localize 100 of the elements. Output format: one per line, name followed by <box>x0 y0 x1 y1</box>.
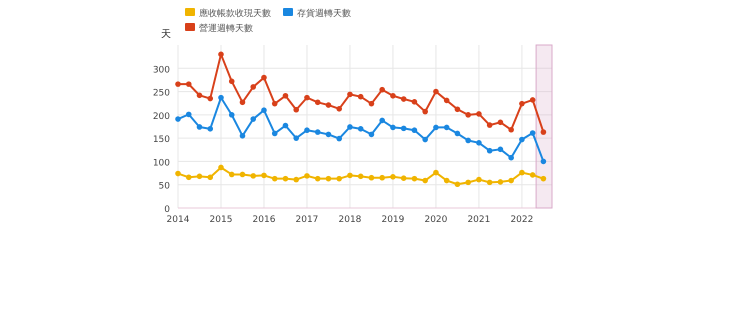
point <box>540 129 546 135</box>
point <box>433 124 439 130</box>
point <box>196 124 202 130</box>
point <box>422 136 428 142</box>
point <box>261 74 267 80</box>
point <box>293 135 300 141</box>
point <box>314 99 321 106</box>
point <box>326 176 332 182</box>
point <box>336 106 342 112</box>
point <box>304 127 310 134</box>
y-tick-label: 300 <box>152 65 170 76</box>
y-tick-label: 0 <box>164 205 170 215</box>
point <box>207 174 214 180</box>
y-axis-title: 天 <box>161 29 171 40</box>
point <box>272 100 278 106</box>
point <box>444 124 450 130</box>
point <box>240 99 246 106</box>
point <box>444 178 450 184</box>
x-tick-label: 2016 <box>252 215 276 225</box>
point <box>250 173 256 179</box>
point <box>422 108 428 114</box>
point <box>175 81 181 87</box>
point <box>379 174 385 181</box>
legend-item: 應收帳款收現天數 <box>185 8 271 19</box>
point <box>314 129 321 135</box>
x-tick-label: 2022 <box>510 215 534 225</box>
point <box>196 92 202 98</box>
point <box>530 172 536 178</box>
legend-label: 營運週轉天數 <box>199 23 253 34</box>
point <box>282 92 288 99</box>
point <box>175 116 181 122</box>
point <box>519 100 525 106</box>
point <box>261 172 267 178</box>
point <box>240 172 246 178</box>
point <box>368 132 374 138</box>
point <box>400 126 406 132</box>
point <box>454 181 460 188</box>
point <box>218 94 224 100</box>
point <box>530 97 536 103</box>
point <box>454 130 460 136</box>
x-tick-label: 2021 <box>467 215 490 225</box>
point <box>486 122 492 128</box>
legend-item: 存貨週轉天數 <box>283 8 351 19</box>
point <box>476 176 482 182</box>
point <box>465 112 471 118</box>
point <box>358 94 364 100</box>
point <box>498 146 504 152</box>
point <box>282 122 288 128</box>
point <box>540 158 546 164</box>
point <box>293 176 300 182</box>
point <box>540 176 546 182</box>
point <box>379 86 385 93</box>
point <box>314 176 321 182</box>
point <box>261 107 267 113</box>
point <box>336 136 342 142</box>
point <box>368 100 374 106</box>
point <box>390 174 396 180</box>
point <box>486 180 492 186</box>
point <box>304 173 310 179</box>
point <box>282 176 288 182</box>
y-tick-label: 150 <box>152 135 170 146</box>
point <box>228 172 235 178</box>
point <box>347 92 353 98</box>
point <box>218 164 224 170</box>
point <box>412 99 418 105</box>
point <box>433 170 439 176</box>
point <box>390 92 396 99</box>
point <box>250 84 256 90</box>
point <box>272 130 278 136</box>
legend-label: 應收帳款收現天數 <box>199 8 271 19</box>
point <box>207 96 214 102</box>
point <box>412 127 418 134</box>
point <box>186 112 192 118</box>
point <box>358 126 364 132</box>
point <box>186 174 192 180</box>
point <box>508 178 514 184</box>
point <box>293 106 300 113</box>
y-tick-label: 250 <box>152 88 170 99</box>
point <box>336 176 342 182</box>
point <box>358 174 364 180</box>
point <box>519 170 525 176</box>
point <box>326 132 332 138</box>
x-tick-label: 2018 <box>338 215 362 225</box>
x-tick-label: 2019 <box>381 215 405 225</box>
point <box>368 174 374 181</box>
point <box>476 140 482 146</box>
point <box>454 106 460 112</box>
point <box>444 98 450 104</box>
y-tick-label: 100 <box>152 158 170 168</box>
point <box>498 179 504 185</box>
point <box>508 154 514 161</box>
legend-item: 營運週轉天數 <box>185 23 253 34</box>
point <box>508 126 514 133</box>
point <box>250 116 256 122</box>
point <box>196 174 202 180</box>
y-tick-label: 200 <box>152 112 170 122</box>
point <box>228 112 235 118</box>
x-tick-label: 2015 <box>210 215 232 225</box>
point <box>519 136 525 142</box>
point <box>186 81 192 87</box>
